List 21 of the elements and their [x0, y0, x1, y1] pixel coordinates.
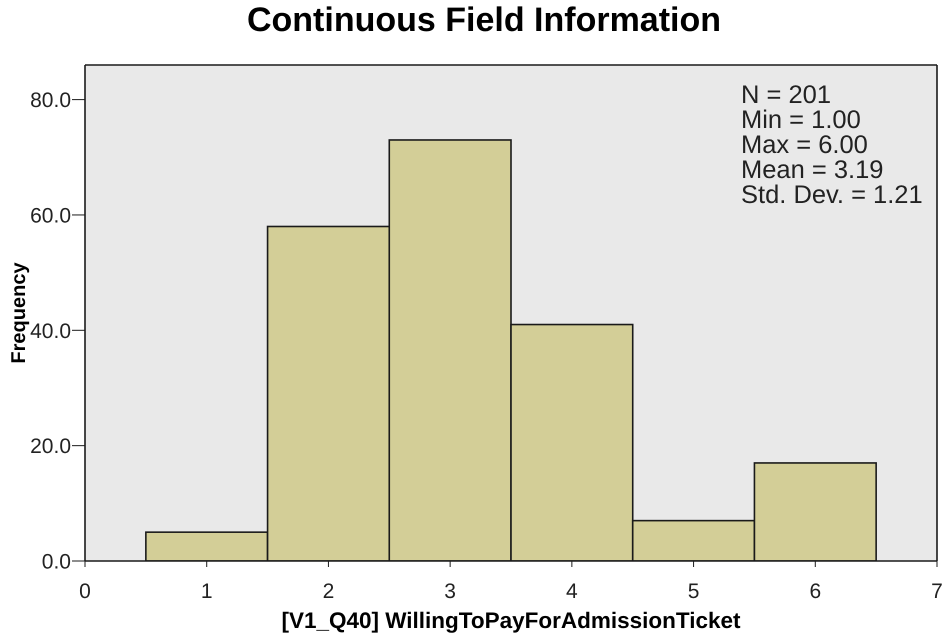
- chart-title: Continuous Field Information: [246, 1, 722, 39]
- x-axis-title: [V1_Q40] WillingToPayForAdmissionTicket: [281, 608, 742, 633]
- x-tick-label: 0: [79, 580, 91, 603]
- x-tick-label: 3: [444, 580, 456, 603]
- annotation: Mean = 3.19: [741, 156, 884, 184]
- y-axis-title: Frequency: [8, 262, 30, 364]
- x-tick-label: 6: [809, 580, 822, 603]
- y-tick-label: 40.0: [30, 320, 71, 343]
- y-tick-label: 80.0: [30, 89, 71, 112]
- annotation: Std. Dev. = 1.21: [741, 181, 923, 209]
- y-tick-label: 20.0: [30, 435, 71, 458]
- x-tick-label: 2: [322, 580, 334, 603]
- y-tick-label: 60.0: [30, 204, 71, 228]
- x-tick-label: 5: [688, 580, 700, 603]
- x-tick-label: 1: [200, 580, 213, 603]
- annotation: N = 201: [741, 81, 832, 109]
- annotation: Max = 6.00: [741, 131, 869, 159]
- x-tick-label: 7: [931, 580, 943, 603]
- y-tick-label: 0.0: [42, 550, 71, 574]
- annotation: Min = 1.00: [741, 106, 862, 134]
- x-tick-label: 4: [566, 580, 578, 603]
